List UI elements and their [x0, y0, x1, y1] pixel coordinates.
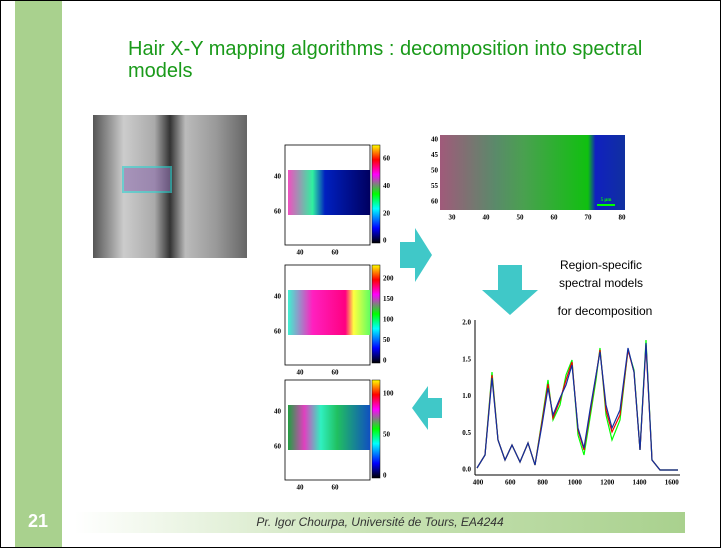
- tick-label: 150: [383, 295, 394, 303]
- tick-label: 45: [431, 151, 439, 159]
- annotation: for decomposition: [558, 304, 653, 318]
- tick-label: 0: [383, 357, 387, 365]
- overview-map: [440, 135, 625, 210]
- heatmap: [288, 170, 370, 215]
- tick-label: 1600: [665, 479, 680, 487]
- tick-label: 80: [619, 214, 627, 222]
- tick-label: 40: [297, 249, 305, 257]
- colorbar: [372, 145, 380, 243]
- title-box: Hair X-Y mapping algorithms : decomposit…: [128, 38, 668, 98]
- tick-label: 60: [332, 369, 340, 377]
- heatmap: [288, 405, 370, 450]
- tick-label: 800: [537, 479, 548, 487]
- tick-label: 2.0: [462, 319, 471, 327]
- footer-text: Pr. Igor Chourpa, Université de Tours, E…: [256, 515, 504, 529]
- tick-label: 50: [383, 431, 391, 439]
- tick-label: 100: [383, 316, 394, 324]
- tick-label: 60: [274, 208, 282, 216]
- annotation: spectral models: [559, 276, 643, 290]
- tick-label: 0: [383, 472, 387, 480]
- tick-label: 50: [431, 167, 439, 175]
- tick-label: 1.0: [462, 392, 471, 400]
- heatmap: [288, 290, 370, 335]
- tick-label: 0.0: [462, 466, 471, 474]
- tick-label: 1000: [568, 479, 583, 487]
- tick-label: 70: [585, 214, 593, 222]
- tick-label: 60: [332, 249, 340, 257]
- tick-label: 40: [297, 484, 305, 492]
- tick-label: 40: [483, 214, 491, 222]
- tick-label: 1400: [633, 479, 648, 487]
- tick-label: 40: [431, 136, 439, 144]
- scale-label: 5 µm: [601, 198, 613, 203]
- tick-label: 50: [383, 336, 391, 344]
- tick-label: 20: [383, 209, 391, 217]
- tick-label: 60: [274, 328, 282, 336]
- tick-label: 1200: [600, 479, 615, 487]
- tick-label: 400: [473, 479, 484, 487]
- tick-label: 40: [274, 408, 282, 416]
- tick-label: 50: [517, 214, 525, 222]
- tick-label: 55: [431, 182, 439, 190]
- tick-label: 1.5: [462, 355, 471, 363]
- tick-label: 60: [431, 198, 439, 206]
- tick-label: 40: [383, 182, 391, 190]
- tick-label: 40: [274, 293, 282, 301]
- tick-label: 0: [383, 237, 387, 245]
- tick-label: 100: [383, 390, 394, 398]
- side-bar: [15, 1, 62, 547]
- tick-label: 40: [274, 173, 282, 181]
- tick-label: 60: [332, 484, 340, 492]
- tick-label: 600: [505, 479, 516, 487]
- tick-label: 60: [383, 155, 391, 163]
- tick-label: 30: [449, 214, 457, 222]
- tick-label: 0.5: [462, 429, 471, 437]
- slide-title: Hair X-Y mapping algorithms : decomposit…: [128, 38, 668, 82]
- selection-box: [123, 167, 171, 192]
- tick-label: 200: [383, 275, 394, 283]
- tick-label: 60: [551, 214, 559, 222]
- tick-label: 40: [297, 369, 305, 377]
- colorbar: [372, 380, 380, 478]
- colorbar: [372, 265, 380, 363]
- tick-label: 60: [274, 443, 282, 451]
- slide-number: 21: [28, 511, 48, 531]
- slide: 21 Hair X-Y mapping algorithms : decompo…: [0, 0, 721, 548]
- annotation: Region-specific: [560, 258, 642, 272]
